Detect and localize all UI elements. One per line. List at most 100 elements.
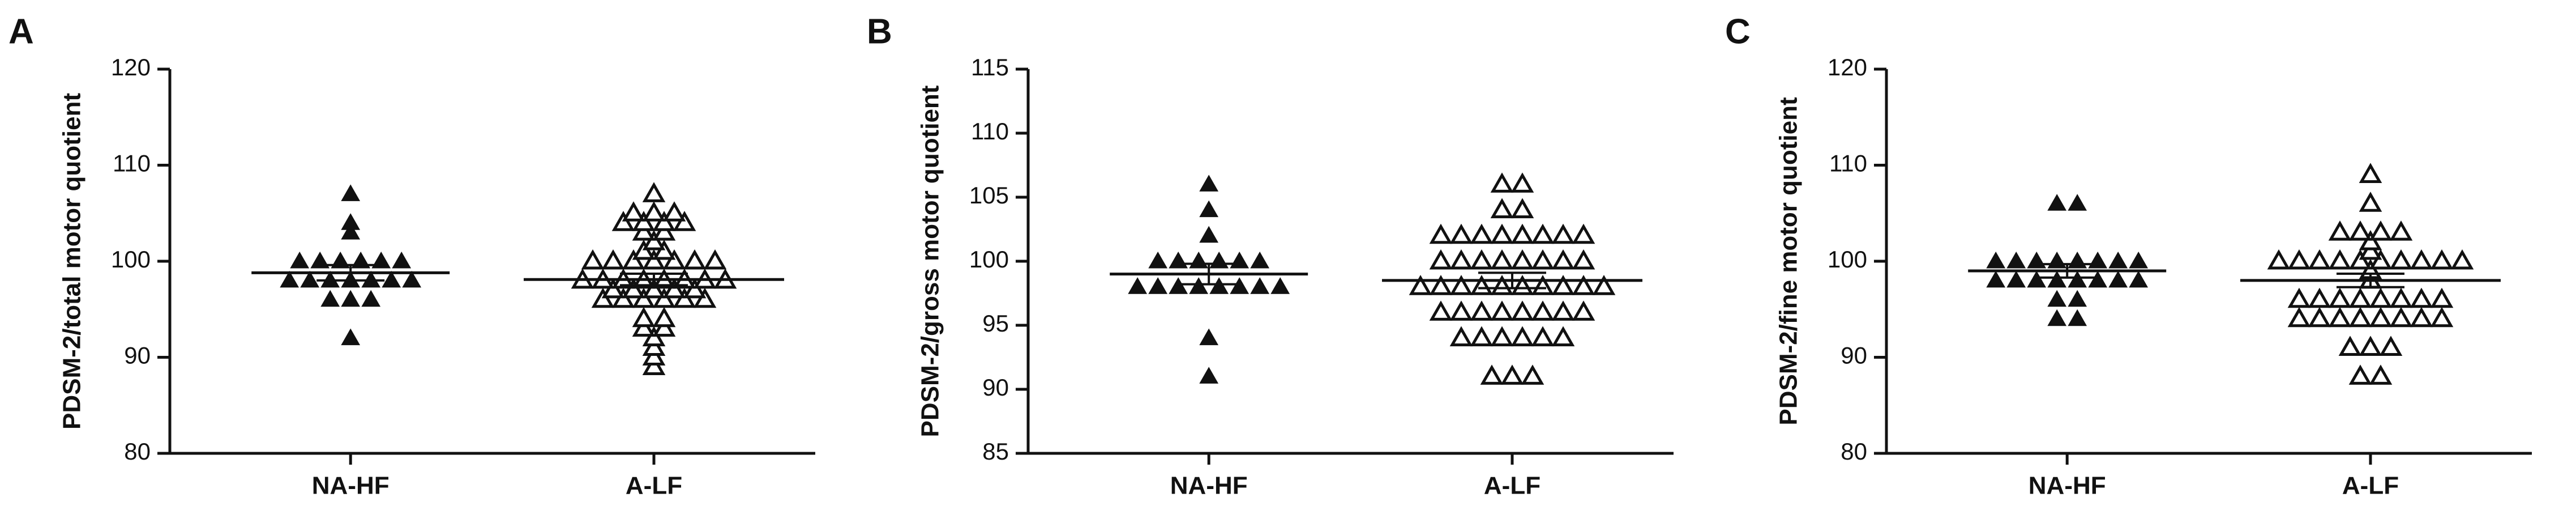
data-point: [2328, 307, 2352, 328]
data-point: [2359, 163, 2382, 183]
data-point: [2108, 270, 2128, 288]
data-point: [1490, 198, 1514, 219]
y-tick-label: 100: [1828, 246, 1867, 273]
data-point: [2348, 307, 2372, 328]
data-point: [2359, 240, 2382, 260]
data-point: [1470, 300, 1494, 321]
data-point: [693, 287, 717, 308]
data-point: [341, 184, 361, 201]
data-point: [361, 290, 381, 307]
data-point: [1480, 364, 1504, 385]
data-point: [642, 278, 666, 299]
data-point: [1169, 251, 1188, 269]
x-tick-label: A-LF: [1484, 472, 1541, 500]
data-point: [2410, 249, 2433, 270]
y-tick-label: 110: [1829, 150, 1867, 177]
y-tick-label: 120: [111, 54, 151, 80]
data-point: [652, 307, 676, 328]
data-point: [601, 278, 625, 299]
data-point: [642, 335, 666, 356]
data-point: [2047, 309, 2067, 326]
data-point: [1409, 275, 1432, 295]
data-point: [2410, 307, 2433, 328]
data-point: [1490, 249, 1514, 270]
data-point: [591, 287, 615, 308]
data-point: [662, 201, 686, 222]
data-point: [652, 240, 676, 260]
data-point: [2450, 249, 2474, 270]
data-point: [652, 211, 676, 231]
data-point: [1429, 275, 1453, 295]
data-point: [1209, 251, 1229, 269]
data-point: [2027, 270, 2047, 288]
data-point: [1531, 300, 1555, 321]
data-point: [2369, 287, 2393, 308]
data-point: [1189, 277, 1209, 294]
data-point: [1986, 270, 2006, 288]
data-point: [2308, 307, 2331, 328]
data-point: [2348, 249, 2372, 270]
data-point: [2359, 192, 2382, 212]
data-point: [622, 201, 645, 222]
data-point: [2308, 287, 2331, 308]
data-point: [320, 290, 340, 307]
data-point: [341, 213, 361, 230]
panel-label: C: [1725, 12, 1751, 51]
data-point: [2287, 249, 2311, 270]
data-point: [2328, 249, 2352, 270]
data-point: [1510, 300, 1534, 321]
data-point: [341, 223, 361, 240]
data-point: [2348, 287, 2372, 308]
data-point: [1148, 277, 1168, 294]
data-point: [2267, 249, 2291, 270]
data-point: [1551, 223, 1575, 244]
data-point: [1500, 364, 1524, 385]
data-point: [1572, 223, 1595, 244]
data-point: [2129, 251, 2149, 269]
data-point: [703, 249, 727, 270]
data-point: [1592, 275, 1616, 295]
y-tick-label: 80: [1841, 438, 1867, 465]
data-point: [1490, 275, 1514, 295]
data-point: [2389, 249, 2413, 270]
data-point: [662, 249, 686, 270]
y-tick-label: 115: [971, 54, 1009, 80]
data-point: [2068, 309, 2087, 326]
data-point: [2287, 307, 2311, 328]
data-point: [1531, 275, 1555, 295]
y-tick-label: 100: [969, 246, 1009, 273]
panel-label: A: [8, 12, 34, 51]
data-point: [632, 220, 656, 241]
data-point: [2068, 194, 2087, 211]
data-point: [1199, 175, 1219, 192]
data-point: [1510, 249, 1534, 270]
data-point: [1510, 275, 1534, 295]
data-point: [1551, 249, 1575, 270]
data-point: [1510, 223, 1534, 244]
y-axis-label: PDSM-2/fine motor quotient: [1775, 97, 1803, 426]
data-point: [1470, 223, 1494, 244]
data-point: [632, 287, 656, 308]
data-point: [341, 328, 361, 346]
data-point: [642, 326, 666, 347]
data-point: [1270, 277, 1290, 294]
data-point: [1510, 198, 1534, 219]
y-tick-label: 105: [969, 182, 1009, 209]
data-point: [1429, 300, 1453, 321]
data-point: [2369, 220, 2393, 241]
data-point: [611, 211, 635, 231]
data-point: [2338, 335, 2362, 356]
data-point: [1429, 249, 1453, 270]
data-point: [1199, 367, 1219, 384]
data-point: [642, 345, 666, 366]
data-point: [1490, 326, 1514, 347]
data-point: [632, 240, 656, 260]
data-point: [2047, 194, 2067, 211]
data-point: [2369, 249, 2393, 270]
data-point: [2047, 290, 2067, 307]
data-point: [1209, 277, 1229, 294]
data-point: [1572, 300, 1595, 321]
data-point: [341, 290, 361, 307]
x-tick-label: NA-HF: [1170, 472, 1248, 500]
